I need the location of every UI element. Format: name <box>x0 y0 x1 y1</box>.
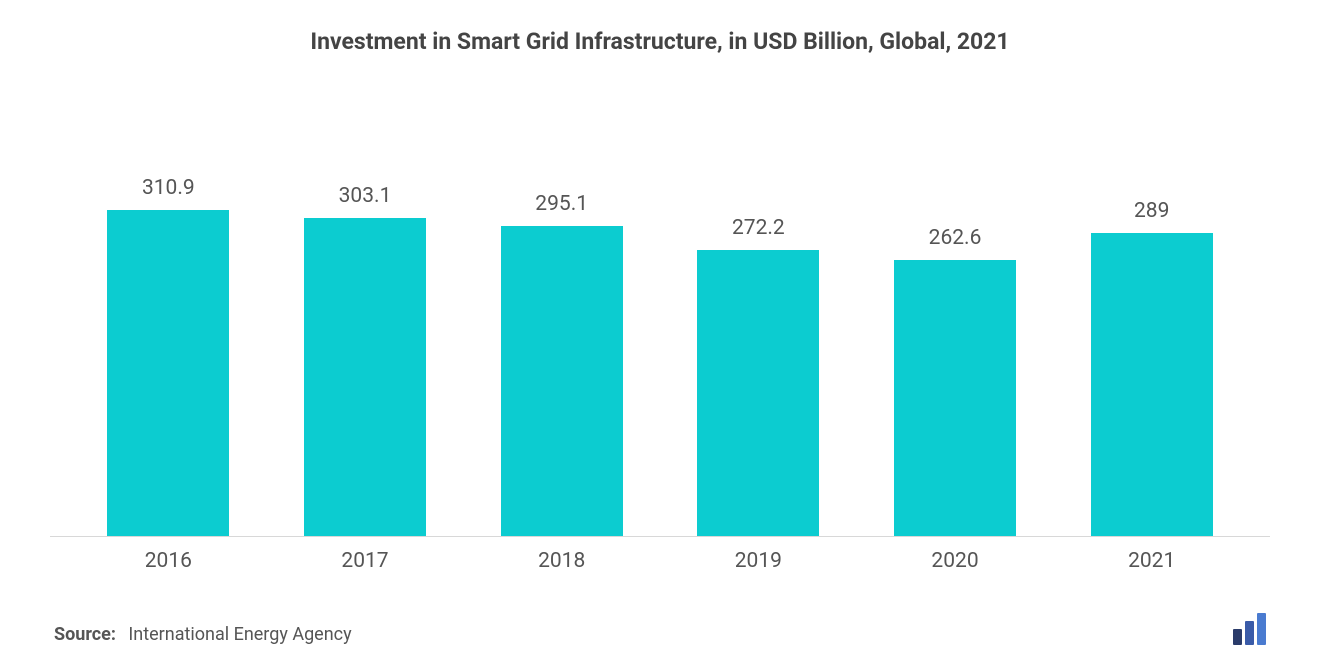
x-axis-label: 2019 <box>660 549 857 573</box>
chart-area: 310.9 303.1 295.1 272.2 262.6 289 <box>50 120 1270 537</box>
bar-group: 262.6 <box>857 120 1054 536</box>
bar <box>1091 233 1213 536</box>
source-citation: Source: International Energy Agency <box>54 624 352 645</box>
bar-group: 272.2 <box>660 120 857 536</box>
bar-value-label: 262.6 <box>929 226 982 250</box>
x-axis-label: 2021 <box>1053 549 1250 573</box>
bar <box>304 218 426 536</box>
x-axis-label: 2018 <box>463 549 660 573</box>
x-axis-label: 2020 <box>857 549 1054 573</box>
logo-bar <box>1233 629 1242 645</box>
bar <box>697 250 819 536</box>
bar-group: 295.1 <box>463 120 660 536</box>
bar-group: 303.1 <box>267 120 464 536</box>
logo-bar <box>1257 613 1266 645</box>
bar <box>107 210 229 536</box>
chart-footer: Source: International Energy Agency <box>50 613 1270 645</box>
logo-bars-icon <box>1233 613 1266 645</box>
bar <box>501 226 623 536</box>
logo-bar <box>1245 621 1254 645</box>
x-axis-label: 2016 <box>70 549 267 573</box>
chart-container: Investment in Smart Grid Infrastructure,… <box>0 0 1320 665</box>
source-label: Source: <box>54 624 116 645</box>
bar-value-label: 272.2 <box>732 216 785 240</box>
chart-title: Investment in Smart Grid Infrastructure,… <box>50 28 1270 55</box>
bar-value-label: 303.1 <box>339 184 392 208</box>
x-axis-label: 2017 <box>267 549 464 573</box>
bar <box>894 260 1016 536</box>
bar-value-label: 289 <box>1134 199 1169 223</box>
source-value: International Energy Agency <box>128 624 351 645</box>
brand-logo <box>1233 613 1266 645</box>
bar-group: 310.9 <box>70 120 267 536</box>
x-axis: 2016 2017 2018 2019 2020 2021 <box>50 537 1270 573</box>
bar-group: 289 <box>1053 120 1250 536</box>
bar-value-label: 295.1 <box>535 192 588 216</box>
bar-value-label: 310.9 <box>142 176 195 200</box>
